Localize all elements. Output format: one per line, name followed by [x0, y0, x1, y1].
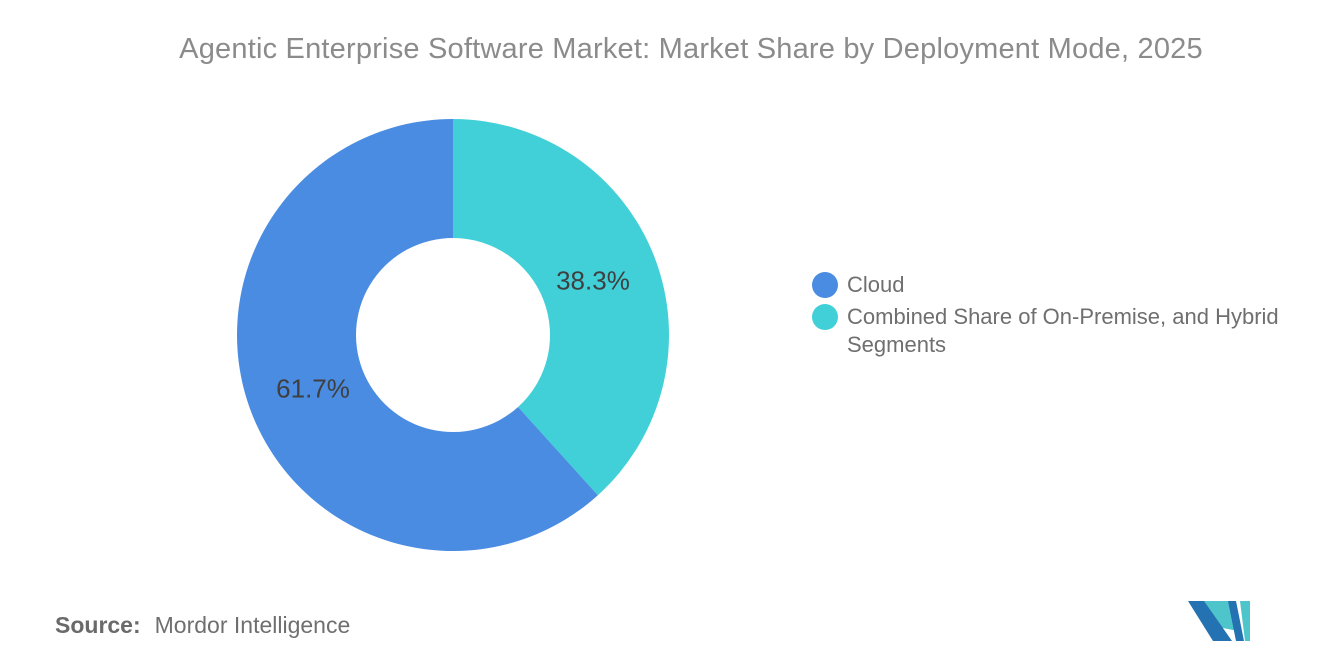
- legend: Cloud Combined Share of On-Premise, and H…: [812, 271, 1297, 359]
- source-prefix: Source:: [55, 612, 141, 638]
- logo-teal-leg: [1240, 601, 1250, 641]
- legend-item-label: Cloud: [847, 272, 905, 297]
- source-name: Mordor Intelligence: [154, 612, 351, 638]
- donut-slice-cloud[interactable]: [237, 119, 598, 551]
- logo-teal-wedge: [1203, 601, 1238, 631]
- donut-chart: 38.3% 61.7%: [236, 118, 670, 552]
- mordor-intelligence-logo-icon: [1188, 601, 1250, 641]
- legend-item-label: Combined Share of On-Premise, and Hybrid…: [847, 304, 1279, 357]
- donut-slice-combined-share-of-on-premise-and-hybrid-[interactable]: [453, 119, 670, 496]
- logo-blue-right-stroke: [1228, 601, 1244, 641]
- legend-item-combined-share-of-on-premise-and-hybrid-[interactable]: Combined Share of On-Premise, and Hybrid…: [812, 303, 1297, 359]
- logo-blue-left-stroke: [1188, 601, 1232, 641]
- legend-dot-icon: [812, 304, 838, 330]
- donut-svg: [237, 119, 670, 551]
- legend-item-cloud[interactable]: Cloud: [812, 271, 1297, 299]
- chart-title: Agentic Enterprise Software Market: Mark…: [179, 33, 1203, 65]
- legend-dot-icon: [812, 272, 838, 298]
- source-line: Source: Mordor Intelligence: [55, 612, 350, 639]
